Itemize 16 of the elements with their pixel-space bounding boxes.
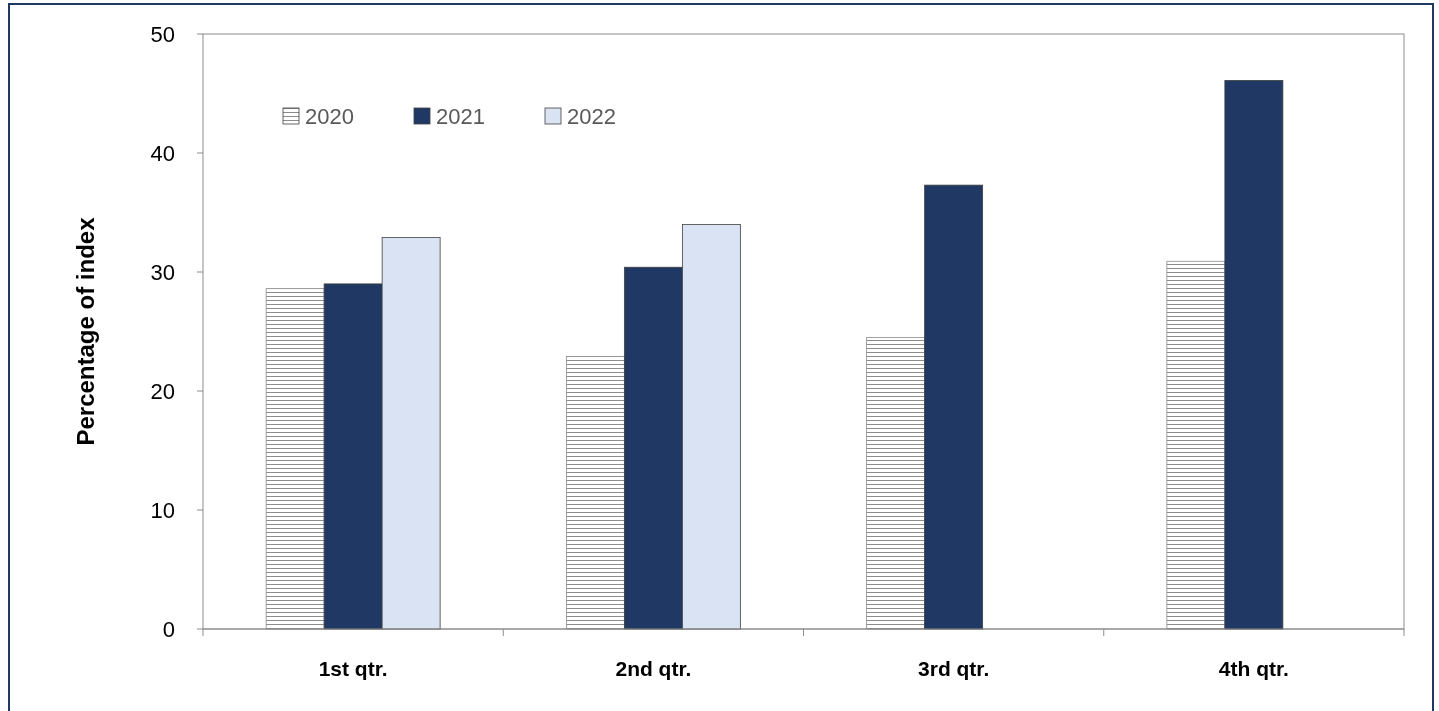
bar [1224,80,1284,630]
y-tick-label: 10 [150,497,175,523]
legend-label: 2021 [436,103,485,129]
legend-label: 2020 [305,103,354,129]
x-tick-label: 1st qtr. [318,657,388,680]
x-tick-label: 4th qtr. [1218,657,1289,680]
x-tick-label: 3rd qtr. [918,657,990,680]
y-tick-label: 20 [150,378,175,404]
bar [924,184,984,630]
legend-label: 2022 [567,103,616,129]
y-tick-label: 50 [150,21,175,47]
y-tick-label: 30 [150,259,175,285]
x-tick-label: 2nd qtr. [615,657,692,680]
y-axis-title: Percentage of index [72,216,99,446]
y-tick-label: 40 [150,140,175,166]
y-tick-label: 0 [162,616,175,642]
